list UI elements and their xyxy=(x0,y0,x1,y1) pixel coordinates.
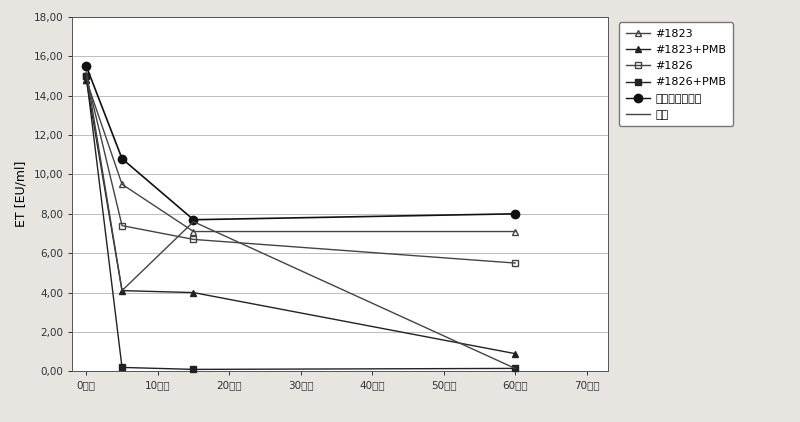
#1826+PMB xyxy=(510,366,520,371)
#1823+PMB xyxy=(118,288,127,293)
#1826 xyxy=(118,223,127,228)
#1823+PMB xyxy=(510,351,520,356)
无吸附剂的对照 xyxy=(118,156,127,161)
血浆 xyxy=(82,70,91,75)
血浆 xyxy=(189,219,198,224)
#1823 xyxy=(510,229,520,234)
Y-axis label: ET [EU/ml]: ET [EU/ml] xyxy=(14,161,28,227)
Line: #1823+PMB: #1823+PMB xyxy=(83,76,518,357)
#1823 xyxy=(82,77,91,82)
Line: #1826: #1826 xyxy=(83,73,518,267)
#1826+PMB xyxy=(118,365,127,370)
Line: 无吸附剂的对照: 无吸附剂的对照 xyxy=(82,62,519,224)
Legend: #1823, #1823+PMB, #1826, #1826+PMB, 无吸附剂的对照, 血浆: #1823, #1823+PMB, #1826, #1826+PMB, 无吸附剂… xyxy=(619,22,734,126)
血浆 xyxy=(118,288,127,293)
#1826 xyxy=(82,73,91,78)
无吸附剂的对照 xyxy=(510,211,520,216)
Line: #1823: #1823 xyxy=(83,76,518,235)
Line: #1826+PMB: #1826+PMB xyxy=(83,73,518,373)
#1823 xyxy=(189,229,198,234)
#1826+PMB xyxy=(189,367,198,372)
#1826 xyxy=(189,237,198,242)
#1823 xyxy=(118,182,127,187)
血浆 xyxy=(510,366,520,371)
#1823+PMB xyxy=(189,290,198,295)
无吸附剂的对照 xyxy=(82,64,91,69)
Line: 血浆: 血浆 xyxy=(86,72,515,368)
#1826 xyxy=(510,260,520,265)
#1823+PMB xyxy=(82,77,91,82)
无吸附剂的对照 xyxy=(189,217,198,222)
#1826+PMB xyxy=(82,73,91,78)
